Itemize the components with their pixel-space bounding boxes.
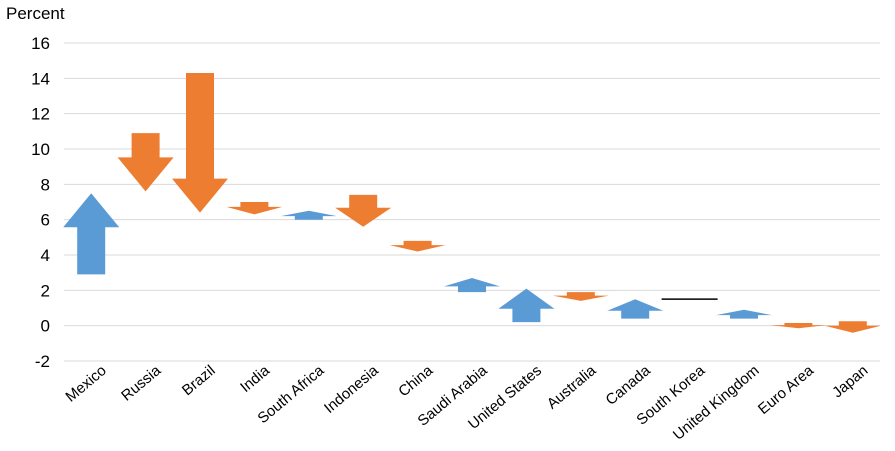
- x-tick-label: Euro Area: [755, 362, 818, 418]
- arrow-decrease: [552, 292, 609, 301]
- arrow-increase: [444, 278, 500, 293]
- y-tick-label: 14: [31, 69, 50, 88]
- y-tick-label: 2: [41, 281, 50, 300]
- y-tick-label: 8: [41, 175, 50, 194]
- arrow-decrease: [335, 194, 392, 227]
- x-tick-label: Brazil: [179, 362, 219, 399]
- arrow-decrease: [117, 133, 174, 192]
- y-tick-label: 12: [31, 105, 50, 124]
- arrow-increase: [63, 193, 120, 275]
- y-tick-label: 0: [41, 317, 50, 336]
- arrow-decrease: [226, 202, 283, 215]
- arrow-decrease: [770, 323, 827, 329]
- x-tick-label: Canada: [603, 362, 655, 409]
- y-tick-label: 4: [41, 246, 50, 265]
- y-tick-label: 6: [41, 211, 50, 230]
- arrow-decrease: [389, 240, 446, 252]
- arrow-decrease: [172, 73, 228, 213]
- x-tick-label: Japan: [829, 362, 871, 401]
- x-tick-label: India: [237, 362, 273, 396]
- y-tick-label: -2: [35, 352, 50, 371]
- x-tick-label: Russia: [118, 362, 165, 405]
- y-axis-label: Percent: [6, 4, 65, 23]
- arrow-increase: [280, 210, 337, 220]
- y-tick-label: 10: [31, 140, 50, 159]
- x-tick-label: China: [395, 362, 436, 401]
- arrow-increase: [716, 309, 772, 319]
- arrow-decrease: [824, 321, 881, 333]
- x-tick-label: Mexico: [62, 362, 109, 406]
- arrow-increase: [607, 299, 664, 319]
- x-tick-label: Australia: [544, 362, 600, 413]
- x-tick-label: Indonesia: [321, 362, 382, 417]
- arrow-increase: [498, 288, 555, 323]
- y-tick-label: 16: [31, 34, 50, 53]
